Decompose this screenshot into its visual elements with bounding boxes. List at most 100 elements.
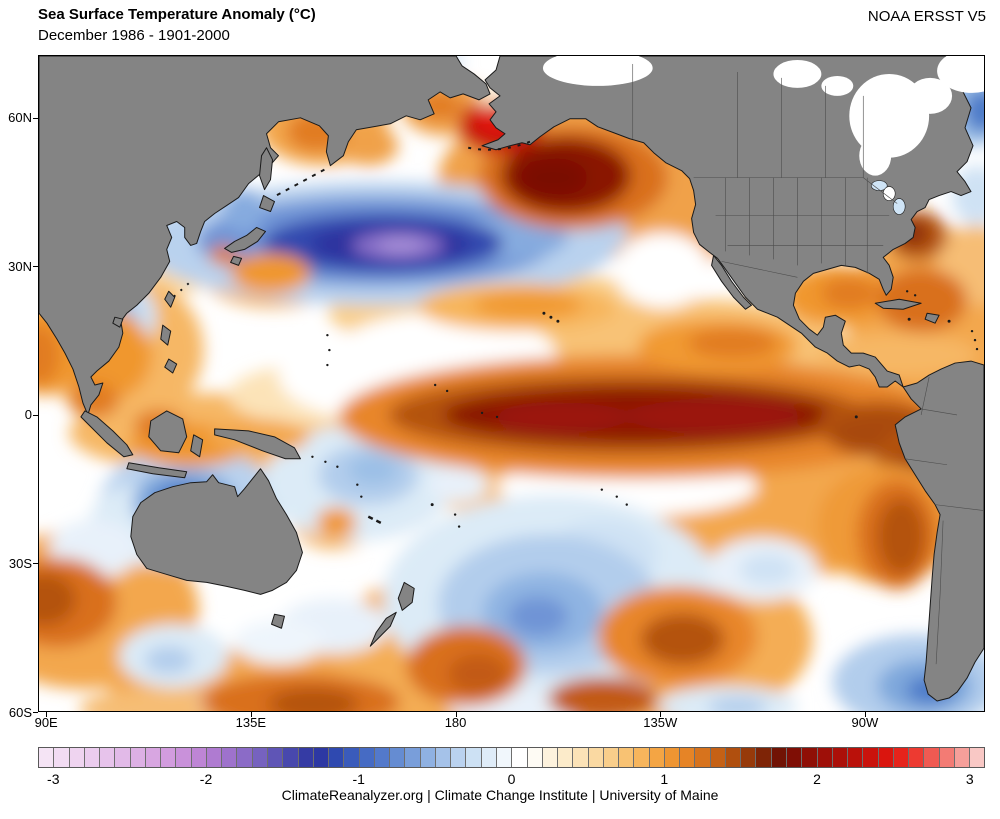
lon-tick-label: 135W	[643, 715, 678, 730]
colorbar-segment	[817, 748, 833, 767]
taiwan-island	[164, 290, 176, 308]
hainan-island	[112, 316, 124, 328]
japan-honshu	[224, 226, 267, 253]
colorbar-segment	[619, 748, 635, 767]
galapagos-islands	[854, 415, 858, 419]
island-chains	[168, 140, 531, 526]
lesser-antilles	[975, 347, 979, 351]
colorbar-segment	[252, 748, 268, 767]
colorbar-segment	[756, 748, 772, 767]
lat-tick-label: 60N	[8, 110, 32, 126]
sumatra-island	[80, 410, 134, 458]
colorbar-segment	[634, 748, 650, 767]
colorbar-segment	[664, 748, 681, 767]
anomaly-field	[39, 56, 984, 711]
philippines-luzon	[160, 324, 172, 346]
colorbar-segment	[329, 748, 345, 767]
colorbar-segment	[191, 748, 207, 767]
land-detail	[542, 56, 984, 665]
colorbar-segment	[832, 748, 849, 767]
hispaniola-island	[924, 312, 940, 324]
colorbar-segment	[878, 748, 894, 767]
lat-tick-mark	[33, 117, 38, 119]
colorbar-segment	[206, 748, 223, 767]
colorbar-segment	[954, 748, 971, 767]
map-svg	[39, 56, 984, 711]
sakhalin-island	[259, 147, 274, 191]
colorbar-segment	[512, 748, 528, 767]
colorbar-tick-label: -3	[47, 771, 60, 787]
colorbar-segment	[481, 748, 497, 767]
aleutian-islands	[467, 140, 531, 151]
colorbar-segment	[649, 748, 665, 767]
colorbar-segment	[145, 748, 162, 767]
colorbar-segment	[405, 748, 421, 767]
small-islands	[311, 290, 979, 528]
colorbar-segment	[939, 748, 955, 767]
colorbar-tick-label: 3	[965, 771, 974, 787]
colorbar-segment	[451, 748, 467, 767]
colorbar-segment	[710, 748, 726, 767]
colorbar-segment	[802, 748, 818, 767]
colorbar	[38, 747, 985, 768]
asia-landmass	[39, 56, 491, 416]
lat-tick-mark	[33, 712, 38, 713]
colorbar-segment	[344, 748, 360, 767]
hawaii-islands	[556, 319, 560, 323]
lat-tick-label: 0	[24, 407, 32, 423]
colorbar-segment	[848, 748, 864, 767]
new-caledonia	[367, 515, 385, 526]
solomon-islands	[336, 465, 339, 468]
colorbar-segment	[558, 748, 574, 767]
credit-footer: ClimateReanalyzer.org | Climate Change I…	[281, 787, 719, 803]
colorbar-segment	[909, 748, 925, 767]
japan-hokkaido	[259, 195, 276, 213]
colorbar-segment	[176, 748, 192, 767]
lon-tick-label: 90E	[34, 715, 58, 730]
new-zealand-south-island	[369, 611, 397, 647]
philippines-mindanao	[164, 358, 178, 374]
colorbar-segment	[787, 748, 803, 767]
colorbar-tick-label: 2	[813, 771, 821, 787]
colorbar-segment	[695, 748, 711, 767]
lat-tick-mark	[33, 266, 38, 268]
colorbar-tick-label: -1	[352, 771, 365, 787]
dataset-label: NOAA ERSST V5	[867, 8, 986, 25]
lon-tick-mark	[250, 712, 252, 717]
colorbar-segment	[603, 748, 620, 767]
colorbar-segment	[115, 748, 131, 767]
colorbar-segment	[725, 748, 742, 767]
colorbar-segment	[466, 748, 482, 767]
colorbar-segment	[84, 748, 101, 767]
colorbar-tick-label: -2	[199, 771, 213, 787]
lat-tick-mark	[33, 563, 38, 565]
colorbar-segment	[863, 748, 879, 767]
colorbar-segment	[420, 748, 436, 767]
colorbar-segment	[161, 748, 177, 767]
colorbar-segment	[359, 748, 375, 767]
colorbar-segment	[741, 748, 757, 767]
colorbar-segment	[390, 748, 406, 767]
page-title: Sea Surface Temperature Anomaly (°C)	[38, 6, 316, 23]
colorbar-segment	[970, 748, 985, 767]
lon-tick-mark	[46, 712, 48, 717]
south-america-landmass	[894, 360, 984, 702]
lon-tick-label: 180	[444, 715, 467, 730]
lat-tick-mark	[33, 414, 38, 416]
sulawesi-island	[190, 434, 204, 458]
page-subtitle: December 1986 - 1901-2000	[38, 27, 230, 44]
borneo-island	[148, 410, 188, 454]
colorbar-segment	[496, 748, 513, 767]
cuba-island	[874, 298, 922, 310]
colorbar-segment	[100, 748, 116, 767]
lat-tick-label: 30S	[8, 555, 32, 571]
colorbar-segment	[267, 748, 284, 767]
land-layer	[39, 56, 984, 702]
colorbar-segment	[222, 748, 238, 767]
colorbar-tick-label: 0	[507, 771, 516, 787]
colorbar-segment	[588, 748, 604, 767]
lon-tick-mark	[660, 712, 662, 717]
colorbar-segment	[435, 748, 452, 767]
colorbar-segment	[298, 748, 314, 767]
